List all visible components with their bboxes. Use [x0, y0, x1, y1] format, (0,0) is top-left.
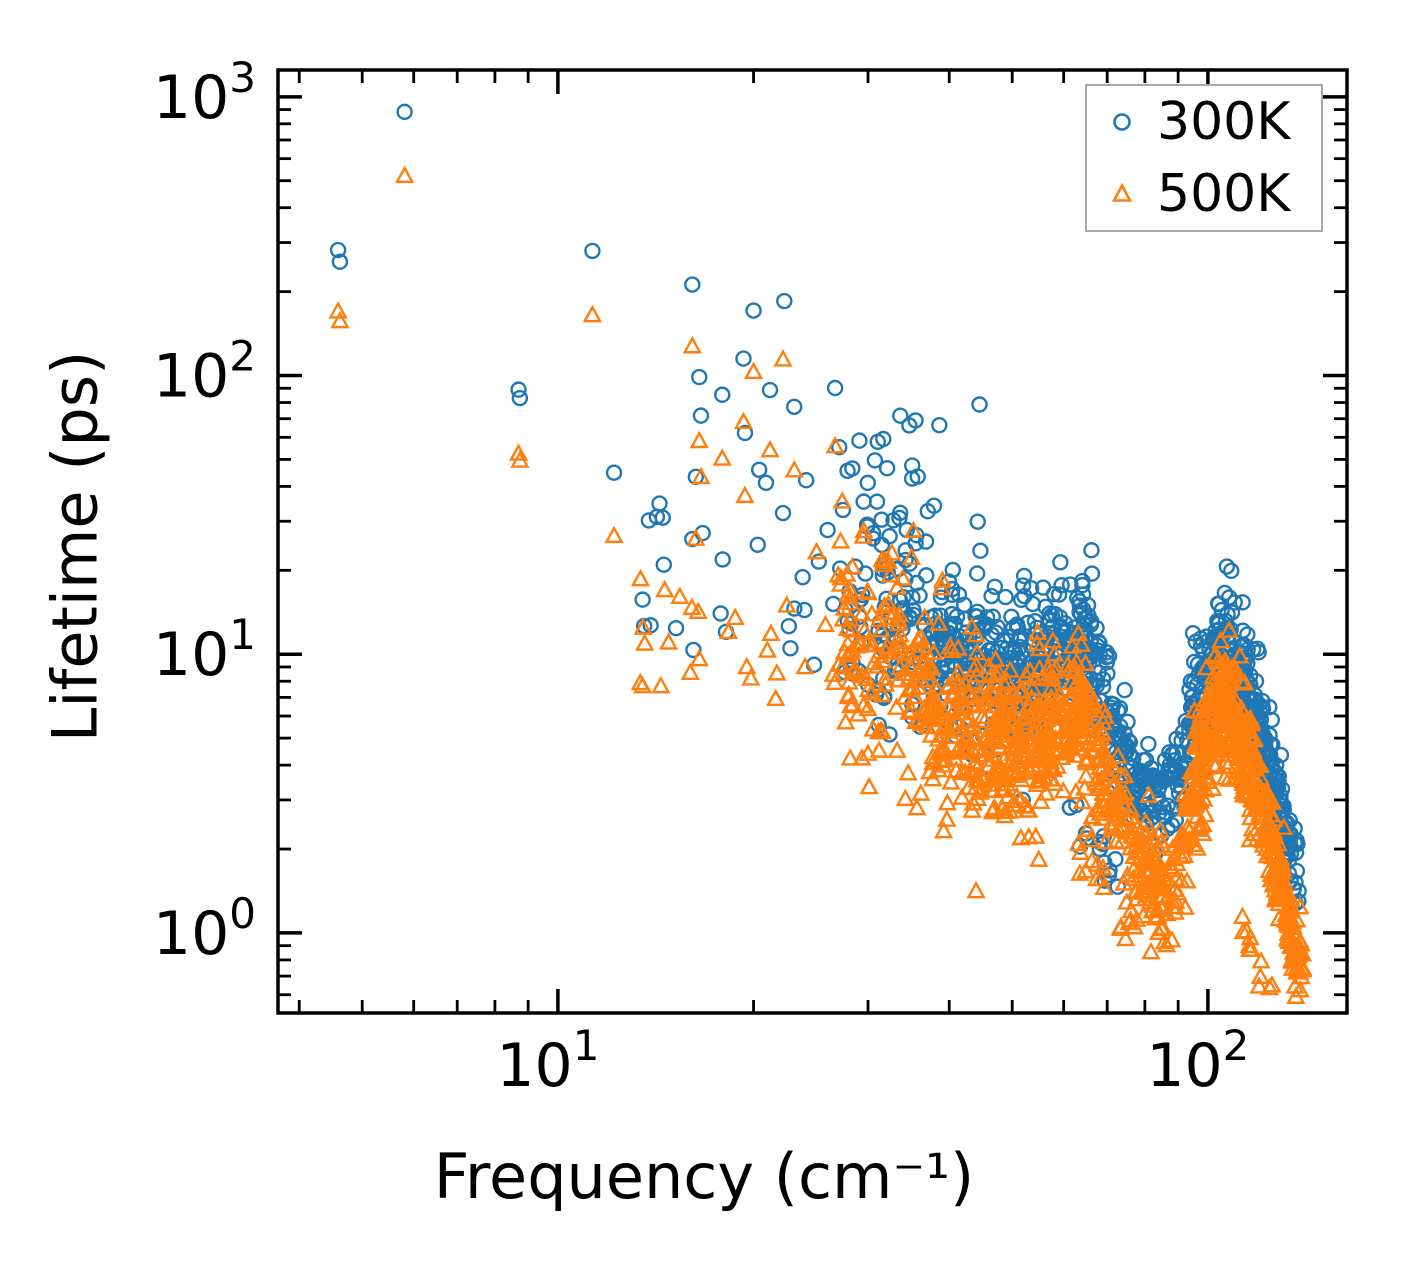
tick-labels: 101 102 100 101 102 103: [153, 53, 1250, 1101]
y-tick-label: 101: [153, 610, 256, 690]
y-tick-label: 100: [153, 889, 256, 969]
legend-label-300k: 300K: [1157, 92, 1291, 152]
series-500K: [328, 165, 1313, 1004]
legend: 300K 500K: [1085, 84, 1323, 232]
legend-item-300k: 300K: [1087, 86, 1321, 158]
triangle-marker-icon: [1087, 179, 1157, 209]
y-axis-label: Lifetime (ps): [38, 350, 112, 743]
plot-frame: [276, 68, 1349, 1015]
y-tick-label: 103: [153, 53, 256, 133]
x-axis-label: Frequency (cm⁻¹): [433, 1140, 975, 1213]
x-tick-label: 101: [496, 1021, 599, 1101]
legend-label-500k: 500K: [1157, 164, 1291, 224]
y-tick-label: 102: [153, 332, 256, 412]
x-tick-label: 102: [1146, 1021, 1249, 1101]
legend-item-500k: 500K: [1087, 158, 1321, 230]
circle-marker-icon: [1087, 107, 1157, 137]
